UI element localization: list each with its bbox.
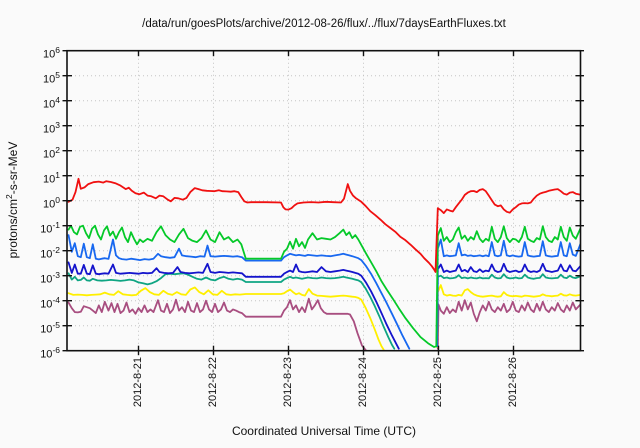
y-tick-label: 10-1 xyxy=(40,219,60,236)
y-tick-label: 101 xyxy=(43,169,60,186)
x-tick-label: 2012-8-26 xyxy=(507,357,519,408)
y-tick-label: 102 xyxy=(43,144,60,161)
chart-title: /data/run/goesPlots/archive/2012-08-26/f… xyxy=(142,18,506,30)
series-yellow-line xyxy=(436,284,581,348)
series-navy-line xyxy=(436,262,581,348)
x-tick-label: 2012-8-23 xyxy=(282,357,294,408)
series-green-line xyxy=(67,224,581,348)
x-tick-label: 2012-8-21 xyxy=(132,357,144,408)
series-blue-line xyxy=(67,234,411,350)
y-tick-label: 104 xyxy=(43,94,60,111)
y-tick-label: 10-5 xyxy=(40,319,60,336)
x-tick-label: 2012-8-22 xyxy=(207,357,219,408)
series-yellow-line xyxy=(67,286,385,351)
x-tick-label: 2012-8-25 xyxy=(432,357,444,408)
y-tick-label: 10-4 xyxy=(40,294,60,311)
y-tick-label: 106 xyxy=(43,44,60,61)
x-axis-label: Coordinated Universal Time (UTC) xyxy=(231,424,417,438)
y-tick-label: 105 xyxy=(43,69,60,86)
series-blue-line xyxy=(436,238,581,348)
series-red-line xyxy=(67,177,581,273)
y-tick-label: 10-2 xyxy=(40,244,60,261)
y-tick-label: 103 xyxy=(43,119,60,136)
y-tick-label: 100 xyxy=(43,194,60,211)
y-tick-label: 10-3 xyxy=(40,269,60,286)
y-tick-label: 10-6 xyxy=(40,344,60,361)
series-purple-line xyxy=(436,299,581,350)
series-purple-line xyxy=(67,297,367,351)
series-teal-line xyxy=(436,273,581,348)
series-teal-line xyxy=(67,272,396,350)
x-tick-label: 2012-8-24 xyxy=(357,357,369,408)
series-navy-line xyxy=(67,261,400,350)
